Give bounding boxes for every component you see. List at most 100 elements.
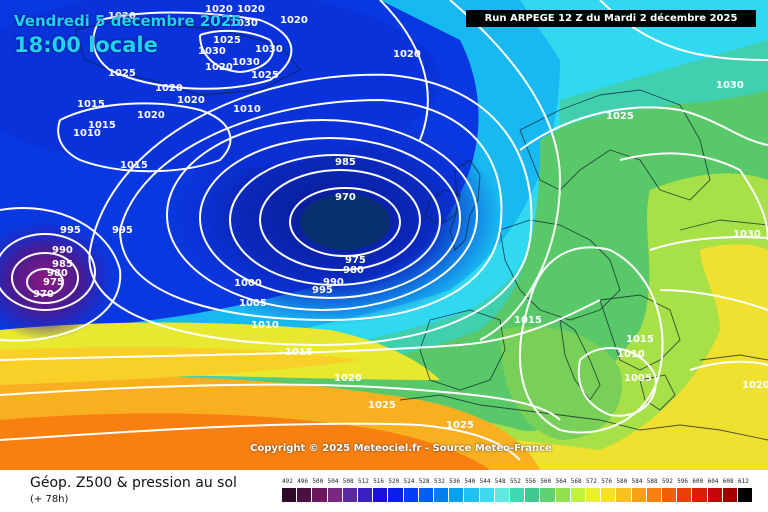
scale-swatch	[555, 488, 570, 502]
forecast-lead-time: (+ 78h)	[30, 494, 69, 505]
isobar-label: 1020	[334, 373, 362, 384]
map-title: Géop. Z500 & pression au sol	[30, 475, 237, 491]
isobar-label: 975	[345, 255, 366, 266]
isobar-label: 985	[52, 259, 73, 270]
isobar-label: 1020	[205, 4, 233, 15]
isobar-label: 1010	[617, 349, 645, 360]
scale-swatch	[358, 488, 373, 502]
scale-label: 496	[297, 478, 309, 485]
scale-label: 528	[418, 478, 430, 485]
scale-swatch	[479, 488, 494, 502]
scale-label: 492	[282, 478, 293, 485]
isobar-label: 1015	[120, 160, 148, 171]
isobar-label: 1020	[742, 380, 768, 391]
isobar-labels: 1020 1020 1020 1030 1020 1025 1030 1030 …	[33, 4, 768, 431]
scale-label: 612	[738, 478, 749, 485]
isobar-label: 1010	[73, 128, 101, 139]
scale-label: 548	[494, 478, 506, 485]
scale-swatch	[418, 488, 433, 502]
isobar-label: 1010	[233, 104, 261, 115]
scale-label: 576	[601, 478, 613, 485]
scale-label: 500	[312, 478, 324, 485]
scale-swatch	[525, 488, 540, 502]
scale-swatch	[282, 488, 297, 502]
scale-swatch	[570, 488, 585, 502]
scale-label: 568	[570, 478, 582, 485]
scale-swatch	[540, 488, 555, 502]
scale-swatch	[464, 488, 479, 502]
scale-swatch	[434, 488, 449, 502]
band-deep-orange	[0, 413, 490, 470]
isobar-label: 1005	[239, 298, 267, 309]
scale-label: 588	[646, 478, 658, 485]
scale-swatch	[616, 488, 631, 502]
isobar-label: 1025	[213, 35, 241, 46]
isobar-label: 1020	[280, 15, 308, 26]
isobar-label: 1020	[108, 11, 136, 22]
scale-swatch	[738, 488, 753, 502]
scale-swatch	[297, 488, 312, 502]
band-yellow-sw	[0, 347, 360, 385]
isobar-label: 970	[33, 289, 54, 300]
isobar-label: 1005	[624, 373, 652, 384]
isobar-label: 985	[335, 157, 356, 168]
isobar-label: 1025	[368, 400, 396, 411]
isobar-label: 975	[43, 277, 64, 288]
scale-label: 516	[373, 478, 385, 485]
scale-label: 592	[662, 478, 673, 485]
isobar-label: 1020	[137, 110, 165, 121]
isobar-label: 1000	[234, 278, 262, 289]
isobar-label: 990	[52, 245, 73, 256]
scale-label: 512	[358, 478, 369, 485]
scale-label: 544	[479, 478, 491, 485]
isobar-label: 1025	[606, 111, 634, 122]
scale-swatch	[388, 488, 403, 502]
isobar-label: 1020	[205, 62, 233, 73]
map-canvas: 1020 1020 1020 1030 1020 1025 1030 1030 …	[0, 0, 768, 470]
isobar-label: 1030	[255, 44, 283, 55]
isobar-label: 990	[323, 277, 344, 288]
scale-swatch	[662, 488, 677, 502]
isobar-label: 980	[343, 265, 364, 276]
main-low-eye	[300, 194, 390, 250]
scale-swatch	[327, 488, 342, 502]
scale-label: 584	[631, 478, 643, 485]
forecast-date: Vendredi 5 décembre 2025	[14, 12, 242, 30]
scale-label: 564	[555, 478, 567, 485]
isobar-label: 1030	[232, 57, 260, 68]
scale-label: 572	[586, 478, 597, 485]
isobar-lines	[0, 0, 768, 461]
isobar-label: 1025	[446, 420, 474, 431]
coastlines	[74, 19, 768, 441]
scale-swatch	[692, 488, 707, 502]
isobar-label: 1020	[237, 4, 265, 15]
isobar-label: 1015	[285, 347, 313, 358]
isobar-label: 1020	[393, 49, 421, 60]
isobar-label: 1020	[177, 95, 205, 106]
scale-label: 532	[434, 478, 445, 485]
scale-label: 556	[525, 478, 537, 485]
scale-swatch	[601, 488, 616, 502]
isobar-label: 1030	[716, 80, 744, 91]
isobar-label: 995	[312, 285, 333, 296]
scale-swatch	[722, 488, 737, 502]
weather-map: 1020 1020 1020 1030 1020 1025 1030 1030 …	[0, 0, 768, 470]
isobar-label: 1015	[88, 120, 116, 131]
scale-label: 560	[540, 478, 552, 485]
scale-label: 604	[707, 478, 719, 485]
isobar-label: 1020	[155, 83, 183, 94]
isobar-label: 1015	[77, 99, 105, 110]
scale-label: 536	[449, 478, 461, 485]
isobar-label: 1015	[514, 315, 542, 326]
scale-swatch	[449, 488, 464, 502]
isobar-label: 1015	[626, 334, 654, 345]
isobar-label: 995	[112, 225, 133, 236]
isobar-label: 1025	[108, 68, 136, 79]
forecast-time: 18:00 locale	[14, 33, 158, 57]
scale-label: 524	[403, 478, 415, 485]
north-blue	[0, 0, 440, 170]
scale-swatch	[312, 488, 327, 502]
isobar-label: 1025	[251, 70, 279, 81]
scale-swatch	[677, 488, 692, 502]
scale-label: 540	[464, 478, 476, 485]
